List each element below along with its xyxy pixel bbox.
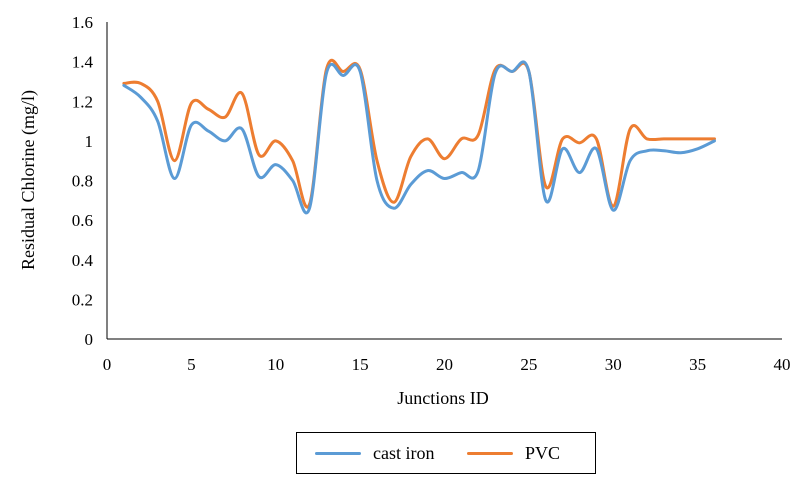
y-tick-label: 1 — [85, 132, 94, 151]
x-tick-label: 0 — [103, 355, 112, 374]
y-tick-label: 0.6 — [72, 211, 93, 230]
y-tick-label: 1.4 — [72, 53, 94, 72]
legend-swatch-pvc — [467, 451, 513, 455]
y-tick-label: 0.8 — [72, 172, 93, 191]
legend-item-pvc: PVC — [467, 433, 560, 473]
x-tick-label: 10 — [267, 355, 284, 374]
y-tick-labels: 0 0.2 0.4 0.6 0.8 1 1.2 1.4 1.6 — [72, 13, 94, 349]
x-tick-label: 25 — [520, 355, 537, 374]
x-tick-label: 40 — [774, 355, 791, 374]
y-tick-label: 1.6 — [72, 13, 93, 32]
series-line-cast-iron — [122, 60, 716, 215]
y-tick-label: 1.2 — [72, 92, 93, 111]
legend-label-pvc: PVC — [525, 442, 561, 463]
legend-item-cast-iron: cast iron — [315, 433, 434, 473]
x-tick-label: 5 — [187, 355, 196, 374]
series-line-pvc — [122, 58, 716, 209]
axes — [106, 22, 782, 340]
y-axis-title: Residual Chlorine (mg/l) — [18, 90, 39, 270]
x-tick-label: 20 — [436, 355, 453, 374]
y-tick-label: 0 — [85, 330, 94, 349]
x-tick-label: 30 — [605, 355, 622, 374]
legend: cast iron PVC — [296, 432, 596, 474]
x-tick-label: 15 — [352, 355, 369, 374]
y-tick-label: 0.2 — [72, 290, 93, 309]
x-tick-labels: 0 5 10 15 20 25 30 35 40 — [103, 355, 791, 374]
legend-label-cast-iron: cast iron — [373, 442, 435, 463]
line-chart: 0 0.2 0.4 0.6 0.8 1 1.2 1.4 1.6 0 5 10 15 20 25 30 35 40… — [18, 13, 791, 408]
y-tick-label: 0.4 — [72, 251, 94, 270]
series-layer — [122, 58, 716, 215]
x-tick-label: 35 — [689, 355, 706, 374]
legend-swatch-cast-iron — [315, 451, 361, 455]
x-axis-title: Junctions ID — [397, 388, 489, 408]
